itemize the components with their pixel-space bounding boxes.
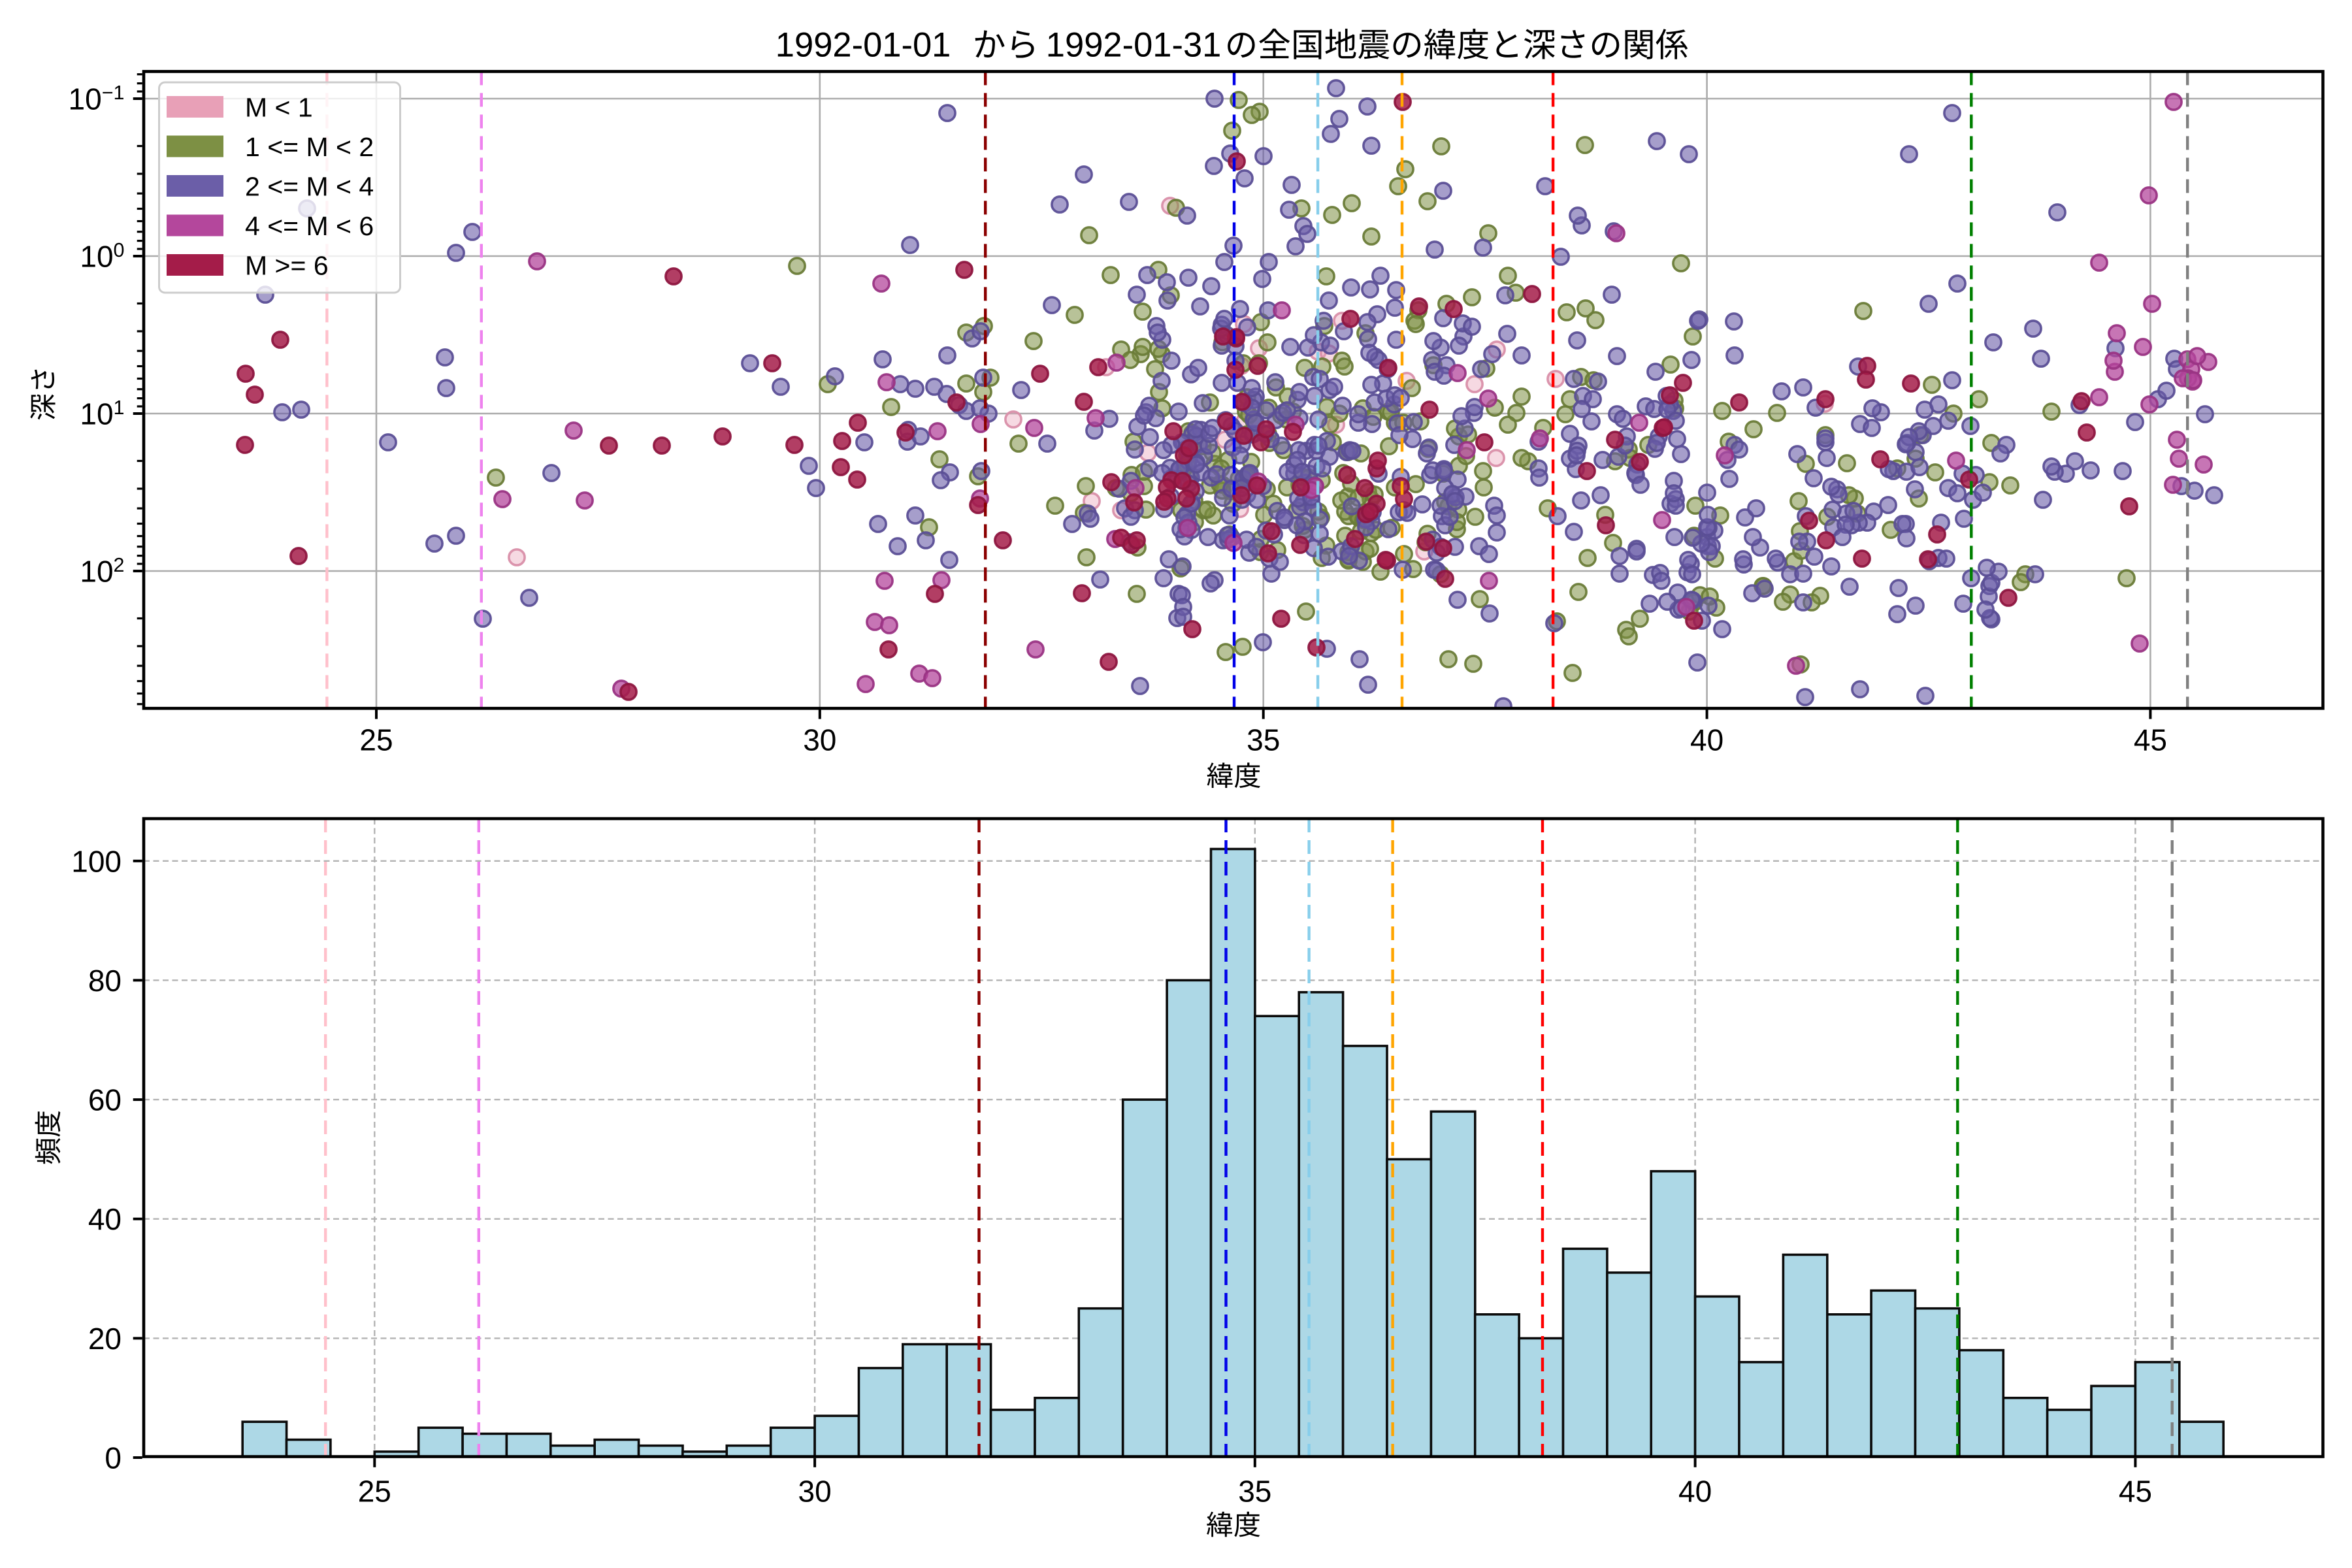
svg-text:35: 35 [1238, 1475, 1271, 1509]
svg-text:M >= 6: M >= 6 [245, 251, 329, 281]
svg-text:M < 1: M < 1 [245, 93, 313, 123]
svg-text:20: 20 [88, 1322, 122, 1356]
svg-text:35: 35 [1247, 723, 1280, 757]
svg-text:45: 45 [2119, 1475, 2152, 1509]
svg-text:40: 40 [1690, 723, 1723, 757]
svg-text:30: 30 [798, 1475, 832, 1509]
svg-text:1992-01-01: 1992-01-01 [776, 26, 951, 65]
svg-text:40: 40 [88, 1202, 122, 1236]
svg-text:100: 100 [71, 844, 122, 878]
svg-text:1992-01-31: 1992-01-31 [1046, 26, 1222, 65]
svg-text:4 <= M < 6: 4 <= M < 6 [245, 211, 374, 241]
svg-text:1 <= M < 2: 1 <= M < 2 [245, 132, 374, 162]
svg-text:30: 30 [803, 723, 836, 757]
svg-text:2 <= M < 4: 2 <= M < 4 [245, 172, 374, 202]
svg-text:80: 80 [88, 964, 122, 998]
svg-text:60: 60 [88, 1083, 122, 1117]
svg-text:0: 0 [105, 1441, 122, 1475]
svg-text:45: 45 [2134, 723, 2167, 757]
svg-text:25: 25 [358, 1475, 391, 1509]
svg-text:10−1: 10−1 [69, 82, 125, 116]
svg-text:25: 25 [359, 723, 393, 757]
svg-text:40: 40 [1678, 1475, 1712, 1509]
